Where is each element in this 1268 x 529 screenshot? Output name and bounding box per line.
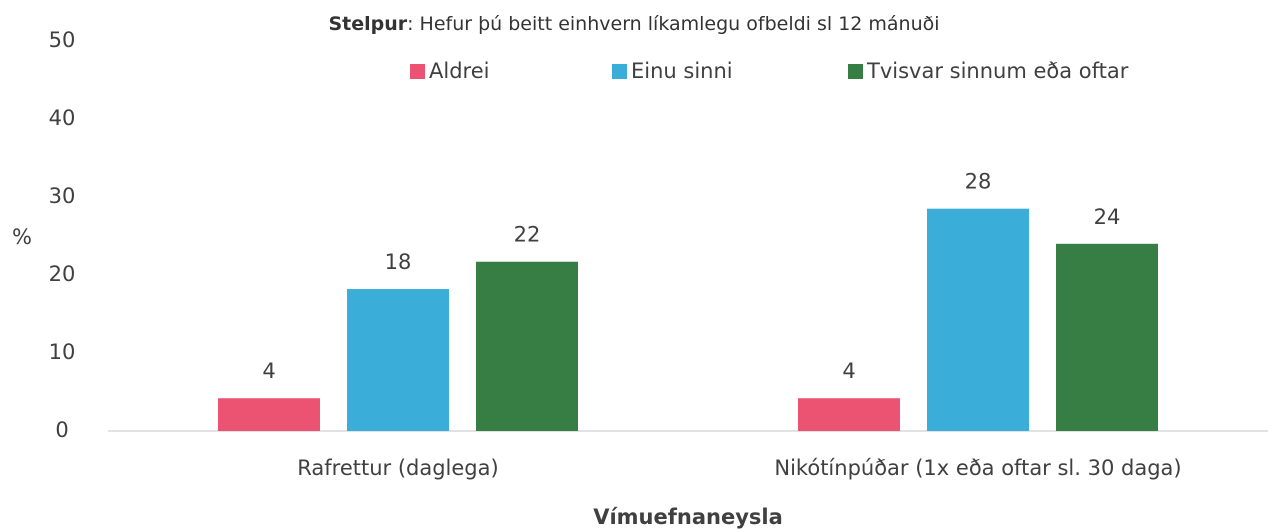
x-tick-label: Rafrettur (daglega) — [297, 456, 498, 480]
y-tick-label: 10 — [49, 340, 76, 364]
title-emphasis: Stelpur — [328, 13, 407, 35]
x-axis-label: Vímuefnaneysla — [593, 505, 783, 529]
title-text: : Hefur þú beitt einhvern líkamlegu ofbe… — [407, 13, 939, 35]
legend-label: Tvisvar sinnum eða oftar — [866, 59, 1129, 83]
chart-title: Stelpur: Hefur þú beitt einhvern líkamle… — [328, 13, 939, 35]
bar — [927, 208, 1029, 431]
y-axis-label: % — [12, 225, 32, 249]
x-tick-label: Nikótínpúðar (1x eða oftar sl. 30 daga) — [774, 456, 1181, 480]
legend-swatch — [410, 64, 425, 79]
value-label: 22 — [514, 223, 541, 247]
legend-label: Aldrei — [429, 59, 489, 83]
value-label: 18 — [385, 250, 412, 274]
value-label: 4 — [262, 359, 275, 383]
y-tick-label: 50 — [49, 28, 76, 52]
value-label: 24 — [1094, 205, 1121, 229]
legend-label: Einu sinni — [631, 59, 733, 83]
bar — [347, 289, 449, 431]
y-tick-label: 0 — [55, 418, 68, 442]
y-tick-label: 30 — [49, 184, 76, 208]
bar — [218, 398, 320, 431]
y-tick-label: 20 — [49, 262, 76, 286]
value-label: 28 — [965, 170, 992, 194]
bar — [476, 261, 578, 431]
bar — [798, 398, 900, 431]
bar — [1056, 243, 1158, 431]
legend-swatch — [612, 64, 627, 79]
y-tick-label: 40 — [49, 106, 76, 130]
legend-swatch — [848, 64, 863, 79]
value-label: 4 — [842, 359, 855, 383]
